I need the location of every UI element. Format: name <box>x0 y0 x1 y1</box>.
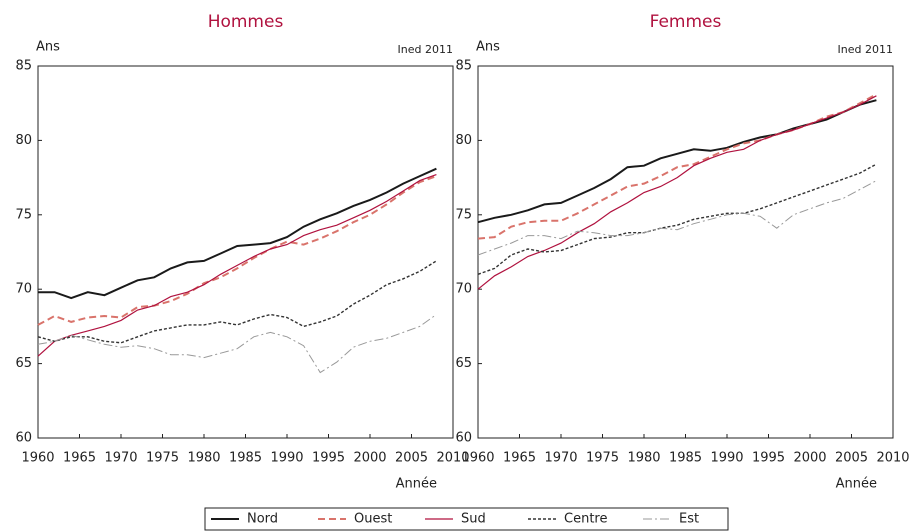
y-tick-label: 65 <box>455 356 472 371</box>
legend-label: Est <box>679 512 699 527</box>
series-line <box>477 95 877 290</box>
x-tick-label: 2005 <box>835 451 868 466</box>
y-tick-label: 75 <box>455 207 472 222</box>
series-line <box>37 260 437 344</box>
x-tick-label: 1985 <box>669 451 702 466</box>
y-axis-label: Ans <box>476 40 500 55</box>
chart-title: Hommes <box>208 12 284 32</box>
x-tick-label: 2005 <box>395 451 428 466</box>
legend-label: Centre <box>564 512 607 527</box>
series-line <box>37 175 437 326</box>
x-tick-label: 2010 <box>436 451 469 466</box>
x-tick-label: 1970 <box>104 451 137 466</box>
x-tick-label: 1980 <box>187 451 220 466</box>
legend-label: Sud <box>461 512 486 527</box>
y-tick-label: 70 <box>455 282 472 297</box>
x-axis-label: Année <box>396 477 437 492</box>
y-tick-label: 70 <box>15 282 32 297</box>
source: Ined 2011 <box>838 43 893 56</box>
x-tick-label: 1960 <box>21 451 54 466</box>
y-tick-label: 85 <box>15 59 32 74</box>
x-tick-label: 1990 <box>270 451 303 466</box>
series-line <box>477 180 877 256</box>
chart-title: Femmes <box>650 12 722 32</box>
x-tick-label: 1995 <box>312 451 345 466</box>
series-line <box>477 93 877 240</box>
series-line <box>477 99 877 224</box>
y-tick-label: 65 <box>15 356 32 371</box>
y-tick-label: 60 <box>455 431 472 446</box>
series-line <box>37 174 437 357</box>
y-axis-label: Ans <box>36 40 60 55</box>
y-tick-label: 75 <box>15 207 32 222</box>
y-tick-label: 80 <box>455 133 472 148</box>
x-tick-label: 1965 <box>63 451 96 466</box>
legend-label: Ouest <box>354 512 392 527</box>
x-tick-label: 1980 <box>627 451 660 466</box>
x-axis-label: Année <box>836 477 877 492</box>
x-tick-label: 1960 <box>461 451 494 466</box>
x-tick-label: 2000 <box>793 451 826 466</box>
y-tick-label: 80 <box>15 133 32 148</box>
x-tick-label: 2010 <box>876 451 909 466</box>
y-tick-label: 85 <box>455 59 472 74</box>
x-tick-label: 1975 <box>146 451 179 466</box>
x-tick-label: 1990 <box>710 451 743 466</box>
x-tick-label: 2000 <box>353 451 386 466</box>
series-line <box>477 163 877 275</box>
x-tick-label: 1985 <box>229 451 262 466</box>
source: Ined 2011 <box>398 43 453 56</box>
x-tick-label: 1965 <box>503 451 536 466</box>
series-line <box>37 314 437 374</box>
legend-label: Nord <box>247 512 278 527</box>
x-tick-label: 1995 <box>752 451 785 466</box>
plot-frame <box>37 65 454 439</box>
legend-box <box>204 507 729 531</box>
y-tick-label: 60 <box>15 431 32 446</box>
x-tick-label: 1970 <box>544 451 577 466</box>
series-line <box>38 167 437 300</box>
x-tick-label: 1975 <box>586 451 619 466</box>
